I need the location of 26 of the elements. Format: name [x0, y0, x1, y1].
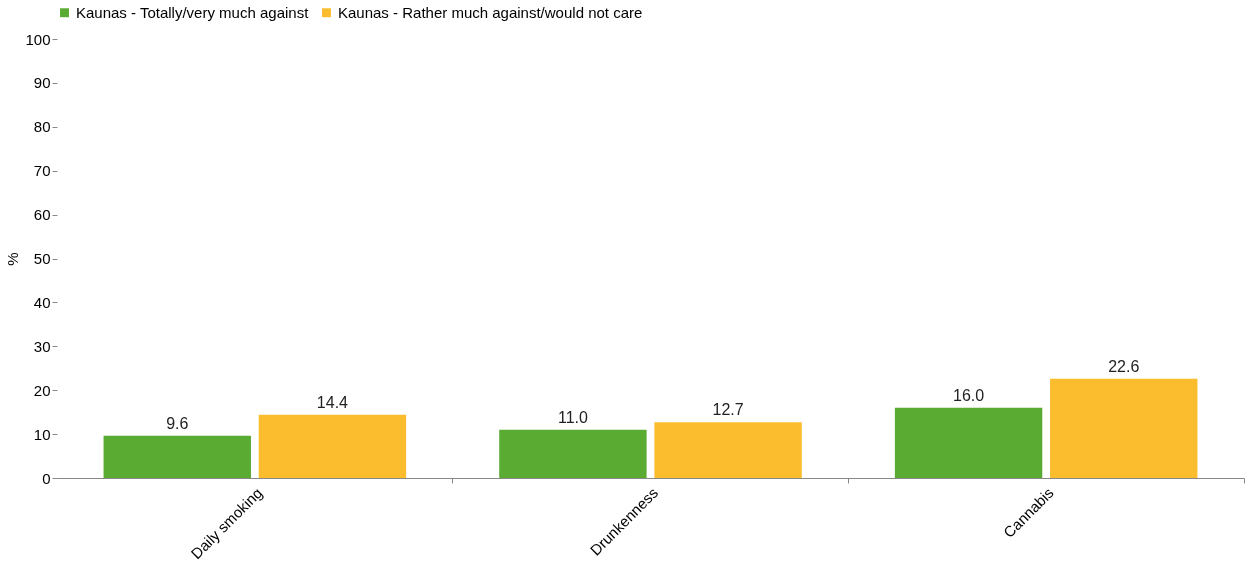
y-tick-label: 40	[33, 293, 51, 311]
data-label: 22.6	[1108, 357, 1140, 375]
legend-label: Kaunas - Totally/very much against	[76, 3, 310, 21]
bar	[258, 414, 407, 478]
y-axis-title: %	[4, 252, 22, 266]
data-label: 14.4	[316, 393, 349, 411]
y-tick-label: 80	[33, 118, 51, 136]
y-tick-label: 20	[33, 381, 51, 399]
data-label: 16.0	[953, 386, 985, 404]
y-tick-label: 60	[33, 206, 51, 224]
y-tick-label: 30	[33, 337, 51, 355]
bar	[103, 435, 251, 478]
y-tick-label: 10	[33, 425, 51, 443]
y-tick-label: 70	[33, 162, 51, 180]
data-label: 11.0	[557, 408, 588, 426]
y-tick-label: 100	[25, 30, 51, 48]
bar	[894, 407, 1043, 478]
bar	[499, 429, 647, 478]
y-tick-label: 0	[42, 469, 51, 487]
legend-label: Kaunas - Rather much against/would not care	[338, 3, 643, 21]
y-tick-label: 90	[33, 74, 51, 92]
data-label: 12.7	[712, 401, 744, 419]
y-tick-label: 50	[33, 250, 51, 267]
bar	[654, 422, 802, 478]
bar	[1050, 378, 1198, 478]
data-label: 9.6	[166, 414, 189, 432]
